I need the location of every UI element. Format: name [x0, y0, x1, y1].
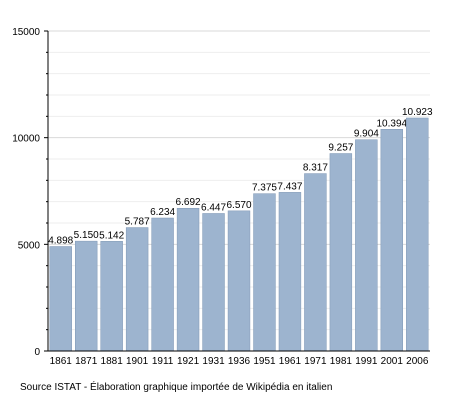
data-label-1971: 8.317	[303, 163, 328, 174]
x-tick-label-1921: 1921	[177, 356, 200, 367]
x-tick-label-1991: 1991	[355, 356, 378, 367]
bar-1911	[151, 217, 174, 352]
data-label-1951: 7.375	[252, 183, 277, 194]
data-label-1871: 5.150	[74, 230, 99, 241]
data-label-1881: 5.142	[99, 230, 124, 241]
x-tick-label-1871: 1871	[75, 356, 98, 367]
x-tick-label-1936: 1936	[228, 356, 251, 367]
data-label-2006: 10.923	[402, 107, 433, 118]
bar-1931	[202, 213, 225, 352]
bar-1861	[49, 246, 72, 352]
bar-1881	[100, 241, 123, 352]
data-label-1991: 9.904	[354, 129, 379, 140]
x-tick-label-1901: 1901	[126, 356, 149, 367]
data-label-1961: 7.437	[277, 181, 302, 192]
y-tick-label: 10000	[12, 134, 40, 145]
bar-1981	[329, 153, 353, 352]
y-tick-label: 5000	[18, 240, 41, 251]
bar-2006	[406, 117, 429, 352]
x-tick-label-2006: 2006	[406, 356, 429, 367]
x-tick-label-1951: 1951	[253, 356, 276, 367]
bar-2001	[380, 129, 404, 352]
bar-1921	[176, 207, 200, 352]
data-label-1931: 6.447	[201, 202, 226, 213]
bar-1871	[74, 240, 98, 352]
source-note: Source ISTAT - Élaboration graphique imp…	[20, 382, 333, 393]
y-tick-label: 0	[34, 347, 40, 358]
x-tick-label-1961: 1961	[279, 356, 302, 367]
x-tick-label-1861: 1861	[50, 356, 73, 367]
data-label-1936: 6.570	[226, 200, 251, 211]
data-label-1911: 6.234	[150, 207, 175, 218]
bar-1951	[253, 193, 276, 352]
x-tick-label-1931: 1931	[202, 356, 225, 367]
x-tick-label-2001: 2001	[381, 356, 404, 367]
data-label-1861: 4.898	[48, 236, 73, 247]
bar-1936	[227, 210, 251, 352]
x-tick-label-1911: 1911	[152, 356, 174, 367]
data-label-1901: 5.787	[125, 217, 150, 228]
x-tick-label-1981: 1981	[330, 356, 353, 367]
data-label-1921: 6.692	[176, 197, 201, 208]
bar-1971	[304, 173, 327, 352]
bar-1961	[278, 192, 302, 352]
bar-1991	[355, 139, 378, 352]
y-tick-label: 15000	[12, 27, 40, 38]
data-label-1981: 9.257	[328, 143, 353, 154]
data-label-2001: 10.394	[377, 118, 408, 129]
x-tick-label-1881: 1881	[101, 356, 124, 367]
bar-1901	[125, 227, 149, 352]
x-tick-label-1971: 1971	[304, 356, 327, 367]
